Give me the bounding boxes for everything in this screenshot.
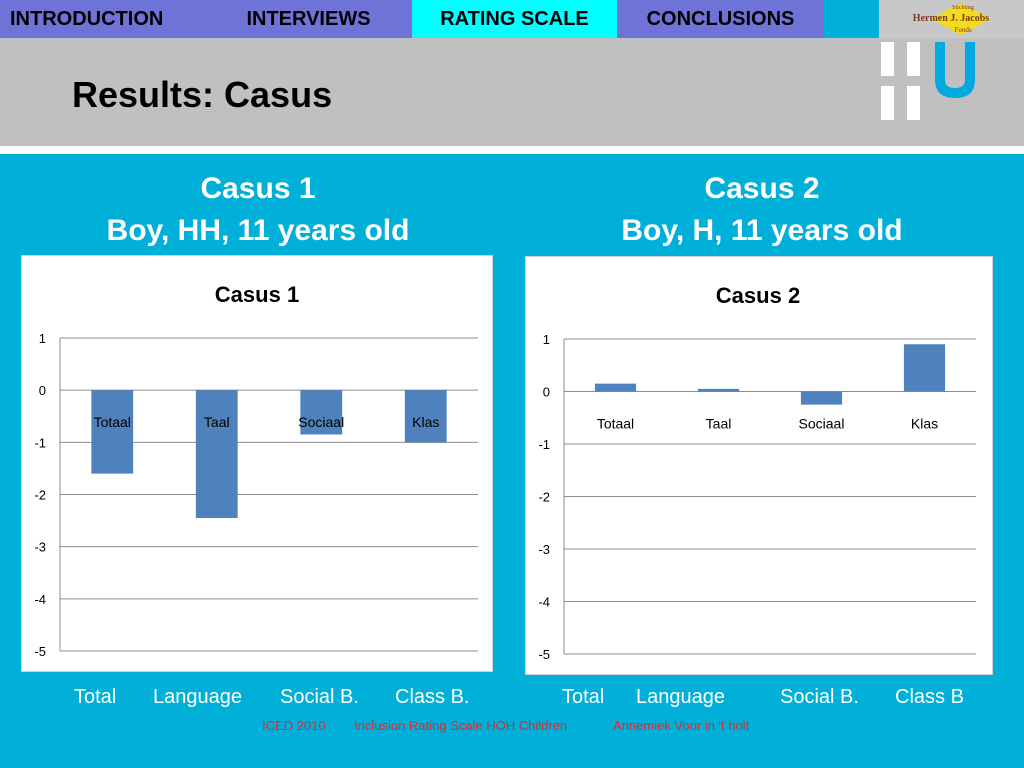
casus-1-chart: Casus 1 1 0 -1 -2 -3 -4 -5 Totaal Taal Sociaal Klas <box>21 255 493 672</box>
y-tick-label: -4 <box>34 592 46 607</box>
category-label: Totaal <box>597 416 634 432</box>
casus-1-label-class: Class B. <box>395 686 470 708</box>
bar-taal <box>697 388 740 392</box>
footer-conference: ICED 2010 <box>262 718 326 733</box>
casus-2-title: Casus 2 <box>704 172 820 205</box>
y-tick-label: -5 <box>34 644 46 659</box>
casus-1-subtitle: Boy, HH, 11 years old <box>106 214 410 247</box>
logo-line-fonds: Fonds <box>954 26 971 34</box>
y-tick-label: 0 <box>39 383 46 398</box>
bar-totaal <box>594 383 637 392</box>
header-divider <box>0 146 1024 154</box>
chart-title: Casus 2 <box>716 283 800 308</box>
category-label: Sociaal <box>298 414 344 430</box>
category-label: Taal <box>706 416 732 432</box>
bar-klas <box>404 390 447 443</box>
casus-2-label-language: Language <box>636 686 725 708</box>
logo-line-name: Hermen J. Jacobs <box>913 13 989 24</box>
casus-1-title: Casus 1 <box>200 172 316 205</box>
category-label: Klas <box>412 414 439 430</box>
tab-rating-scale[interactable]: RATING SCALE <box>412 0 617 38</box>
casus-2-label-total: Total <box>562 686 605 708</box>
y-tick-label: -5 <box>538 647 550 662</box>
bar-sociaal <box>300 390 343 435</box>
y-tick-label: -1 <box>538 437 550 452</box>
y-tick-label: -3 <box>34 540 46 555</box>
casus-2-label-class: Class B <box>895 686 964 708</box>
casus-2-chart: Casus 2 1 0 -1 -2 -3 -4 -5 Totaal Taal Sociaal Klas <box>525 256 993 675</box>
casus-1-label-social: Social B. <box>280 686 359 708</box>
bar-sociaal <box>800 391 843 405</box>
header-band <box>0 38 1024 146</box>
y-tick-label: -2 <box>34 488 46 503</box>
category-label: Klas <box>911 416 938 432</box>
footer-topic: Inclusion Rating Scale HOH Children <box>354 718 568 733</box>
casus-2-subtitle: Boy, H, 11 years old <box>621 214 903 247</box>
tab-interviews[interactable]: INTERVIEWS <box>206 0 411 38</box>
tab-conclusions[interactable]: CONCLUSIONS <box>618 0 823 38</box>
footer-author: Annemiek Voor in 't holt <box>613 718 750 733</box>
bar-taal <box>195 390 238 518</box>
bar-totaal <box>91 390 134 474</box>
casus-1-label-total: Total <box>74 686 117 708</box>
bar-klas <box>903 344 946 392</box>
category-label: Taal <box>204 414 230 430</box>
logo-line-stichting: Stichting <box>952 5 974 11</box>
y-tick-label: 1 <box>543 332 550 347</box>
casus-1-label-language: Language <box>153 686 242 708</box>
tab-introduction[interactable]: INTRODUCTION <box>0 0 205 38</box>
category-label: Sociaal <box>799 416 845 432</box>
y-tick-label: -2 <box>538 490 550 505</box>
y-tick-label: -3 <box>538 542 550 557</box>
page-title: Results: Casus <box>72 74 333 115</box>
y-tick-label: 1 <box>39 331 46 346</box>
chart-title: Casus 1 <box>215 282 299 307</box>
top-navigation: INTRODUCTION INTERVIEWS RATING SCALE CON… <box>0 0 1024 38</box>
casus-2-label-social: Social B. <box>780 686 859 708</box>
y-tick-label: -4 <box>538 595 550 610</box>
foundation-logo: Stichting Hermen J. Jacobs Fonds <box>879 0 1024 38</box>
y-tick-label: -1 <box>34 435 46 450</box>
casus-1-chart-svg: Casus 1 1 0 -1 -2 -3 -4 -5 Totaal Taal Sociaal Klas <box>34 282 478 659</box>
y-tick-label: 0 <box>543 385 550 400</box>
category-label: Totaal <box>94 414 131 430</box>
casus-2-chart-svg: Casus 2 1 0 -1 -2 -3 -4 -5 Totaal Taal Sociaal Klas <box>538 283 976 662</box>
hu-logo <box>879 40 979 124</box>
casus-1-heading: Casus 1 Boy, HH, 11 years old <box>23 168 493 252</box>
casus-2-heading: Casus 2 Boy, H, 11 years old <box>527 168 997 252</box>
